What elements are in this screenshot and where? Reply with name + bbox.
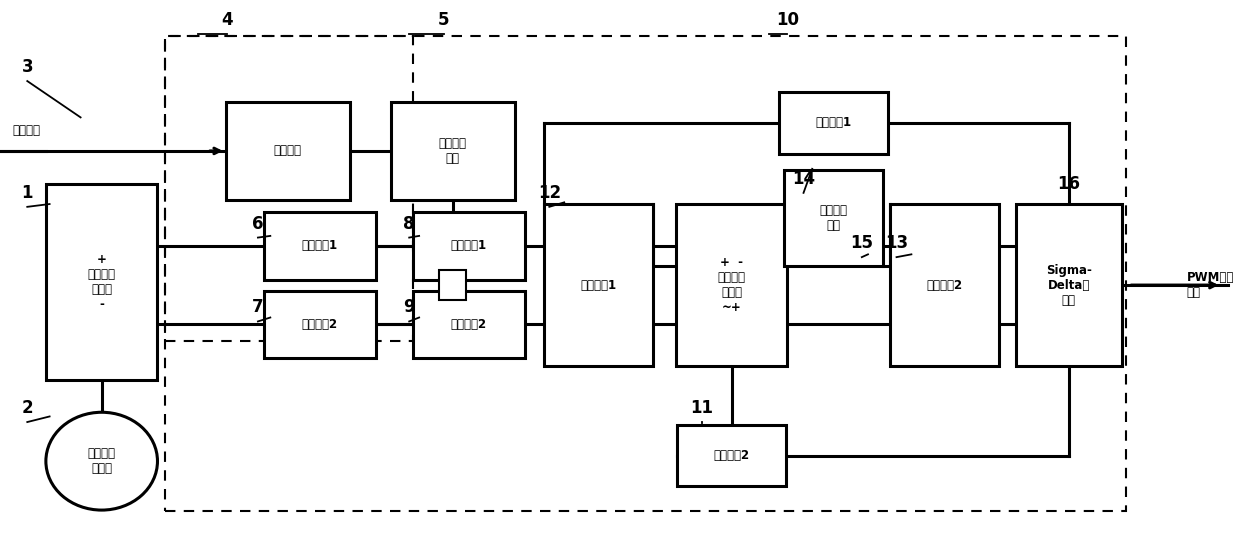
Text: +
砷化镓霍
尔元件
-: + 砷化镓霍 尔元件 - [88, 253, 115, 311]
Text: 稳压电路: 稳压电路 [274, 144, 301, 158]
Text: 隔直电容1: 隔直电容1 [301, 239, 339, 253]
Text: PWM编码
输出: PWM编码 输出 [1187, 271, 1234, 299]
FancyBboxPatch shape [413, 291, 525, 358]
FancyBboxPatch shape [264, 212, 376, 280]
Text: 16: 16 [1058, 176, 1080, 193]
Text: 霍尔元件
激励源: 霍尔元件 激励源 [88, 447, 115, 475]
FancyBboxPatch shape [391, 102, 515, 200]
FancyBboxPatch shape [264, 291, 376, 358]
Text: 输入电阻1: 输入电阻1 [450, 239, 487, 253]
Text: 6: 6 [252, 215, 264, 233]
FancyBboxPatch shape [413, 212, 525, 280]
Text: 4: 4 [221, 11, 233, 29]
Text: +  -
跨导运算
放大器
~+: + - 跨导运算 放大器 ~+ [718, 256, 745, 314]
Text: 3: 3 [21, 58, 33, 76]
FancyBboxPatch shape [784, 170, 883, 266]
Text: 13: 13 [885, 234, 908, 252]
Text: 9: 9 [403, 299, 415, 316]
FancyBboxPatch shape [1016, 204, 1122, 366]
FancyBboxPatch shape [676, 204, 787, 366]
FancyBboxPatch shape [226, 102, 350, 200]
Text: 1: 1 [21, 184, 33, 202]
Text: 11: 11 [691, 399, 713, 417]
Text: 12: 12 [538, 184, 560, 202]
Text: 射频振流
电路: 射频振流 电路 [439, 137, 466, 165]
Text: 10: 10 [776, 11, 799, 29]
Text: 反馈电阻1: 反馈电阻1 [815, 116, 852, 130]
Text: 15: 15 [851, 234, 873, 252]
FancyBboxPatch shape [439, 270, 466, 301]
Text: 时序控制
电路: 时序控制 电路 [820, 204, 847, 232]
FancyBboxPatch shape [677, 425, 786, 486]
Text: 斩波开关2: 斩波开关2 [926, 278, 963, 292]
Text: 输入电阻2: 输入电阻2 [450, 318, 487, 331]
Text: 5: 5 [438, 11, 450, 29]
FancyBboxPatch shape [890, 204, 999, 366]
Text: Sigma-
Delta调
制器: Sigma- Delta调 制器 [1047, 264, 1091, 306]
Text: 14: 14 [792, 170, 815, 188]
FancyBboxPatch shape [544, 204, 653, 366]
Text: 2: 2 [21, 399, 33, 417]
FancyBboxPatch shape [779, 92, 888, 154]
Text: 电压输入: 电压输入 [12, 124, 41, 137]
FancyBboxPatch shape [46, 184, 157, 380]
Text: 反馈电阻2: 反馈电阻2 [713, 449, 750, 462]
Text: 8: 8 [403, 215, 415, 233]
Ellipse shape [46, 413, 157, 510]
Text: 斩波开关1: 斩波开关1 [580, 278, 618, 292]
Text: 隔直电容2: 隔直电容2 [301, 318, 339, 331]
Text: 7: 7 [252, 299, 264, 316]
